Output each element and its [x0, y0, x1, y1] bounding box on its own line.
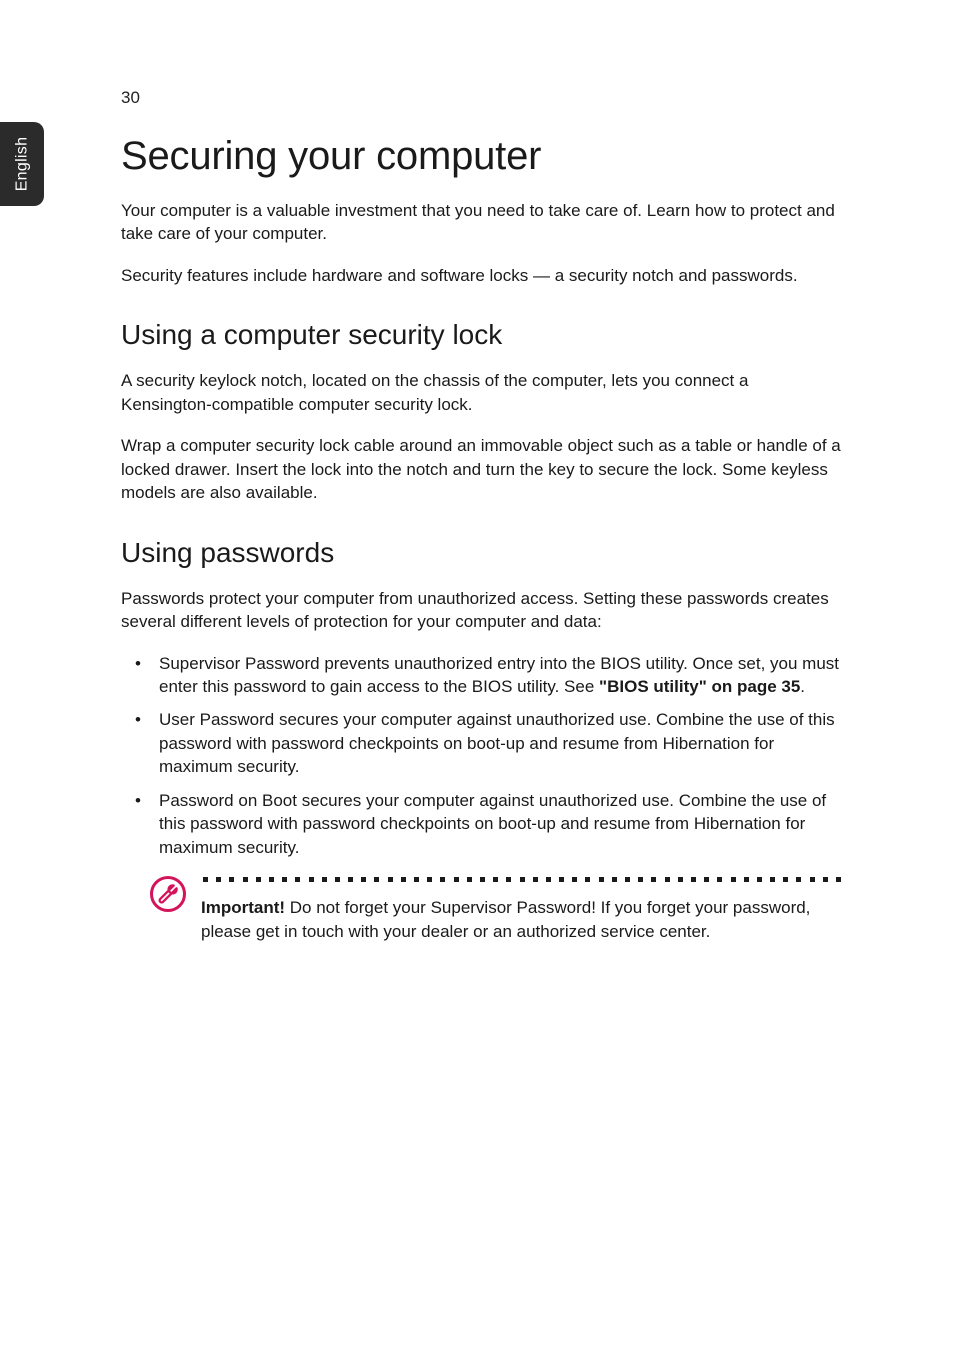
intro-paragraph-1: Your computer is a valuable investment t…	[121, 199, 841, 246]
section-heading-passwords: Using passwords	[121, 537, 841, 569]
passwords-paragraph-1: Passwords protect your computer from una…	[121, 587, 841, 634]
note-body: Important! Do not forget your Supervisor…	[201, 877, 841, 943]
list-item-text: User Password secures your computer agai…	[159, 710, 835, 776]
list-item: User Password secures your computer agai…	[121, 708, 841, 778]
list-item-bold: "BIOS utility" on page 35	[599, 677, 800, 696]
important-note-text: Important! Do not forget your Supervisor…	[201, 896, 841, 943]
page-content: Securing your computer Your computer is …	[121, 134, 841, 943]
list-item-text-tail: .	[800, 677, 805, 696]
important-label: Important!	[201, 898, 285, 917]
section-heading-security-lock: Using a computer security lock	[121, 319, 841, 351]
list-item: Password on Boot secures your computer a…	[121, 789, 841, 859]
important-note: Important! Do not forget your Supervisor…	[121, 873, 841, 943]
list-item: Supervisor Password prevents unauthorize…	[121, 652, 841, 699]
important-body: Do not forget your Supervisor Password! …	[201, 898, 810, 940]
passwords-list: Supervisor Password prevents unauthorize…	[121, 652, 841, 860]
security-lock-paragraph-1: A security keylock notch, located on the…	[121, 369, 841, 416]
important-icon	[149, 875, 187, 918]
dotted-divider	[203, 877, 841, 882]
page-number: 30	[121, 88, 140, 108]
intro-paragraph-2: Security features include hardware and s…	[121, 264, 841, 287]
language-tab-label: English	[13, 137, 31, 192]
list-item-text: Password on Boot secures your computer a…	[159, 791, 826, 857]
language-tab: English	[0, 122, 44, 206]
page-title: Securing your computer	[121, 134, 841, 179]
security-lock-paragraph-2: Wrap a computer security lock cable arou…	[121, 434, 841, 504]
